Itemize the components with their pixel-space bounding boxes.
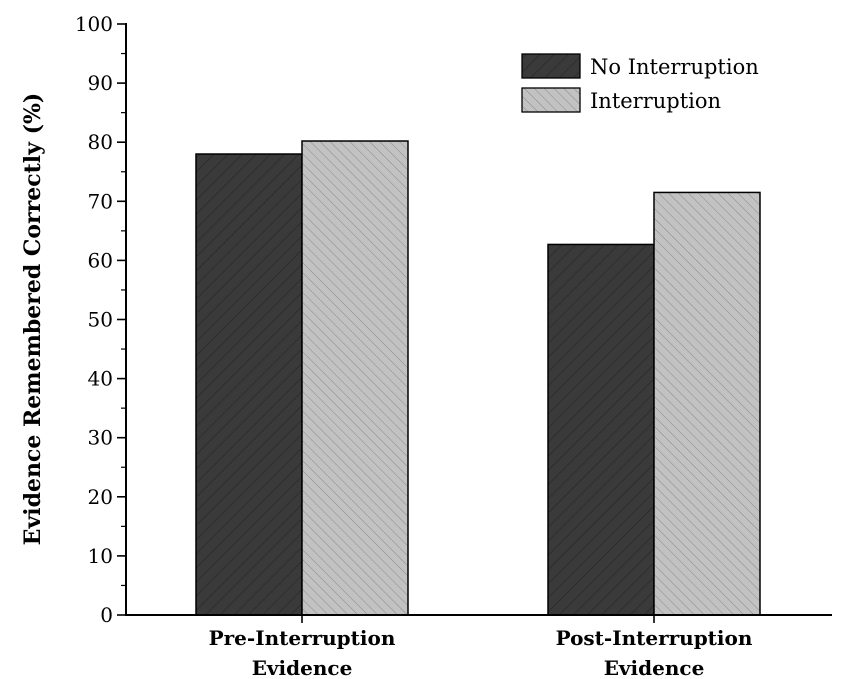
bars-group (195, 140, 761, 616)
legend-swatch-1 (521, 87, 581, 113)
axes-group: 0 10 20 30 40 50 60 70 80 90 100 Pre-Interruption Ev… (75, 12, 832, 679)
y-tick-label-0: 0 (100, 603, 113, 627)
y-tick-label-50: 50 (88, 308, 113, 332)
y-axis-title: Evidence Remembered Correctly (%) (20, 93, 46, 546)
legend-swatch-0 (521, 53, 581, 79)
y-tick-label-40: 40 (88, 367, 113, 391)
y-tick-label-30: 30 (88, 426, 113, 450)
y-tick-label-100: 100 (75, 12, 113, 36)
x-category-label-1-0: Post-Interruption (556, 626, 753, 650)
x-category-label-0-0: Pre-Interruption (209, 626, 396, 650)
legend-label-0: No Interruption (590, 55, 759, 79)
y-tick-label-80: 80 (88, 130, 113, 154)
y-tick-label-70: 70 (88, 189, 113, 213)
legend: No Interruption Interruption (521, 53, 759, 113)
y-tick-label-10: 10 (88, 544, 113, 568)
bar-no-interruption-1 (547, 243, 655, 616)
bar-interruption-0 (301, 140, 409, 616)
bar-no-interruption-0 (195, 153, 303, 616)
y-tick-label-60: 60 (88, 248, 113, 272)
x-category-label-0-1: Evidence (252, 656, 353, 679)
y-tick-label-20: 20 (88, 485, 113, 509)
x-category-label-1-1: Evidence (604, 656, 705, 679)
y-tick-label-90: 90 (88, 71, 113, 95)
legend-label-1: Interruption (590, 89, 721, 113)
bar-interruption-1 (653, 191, 761, 616)
